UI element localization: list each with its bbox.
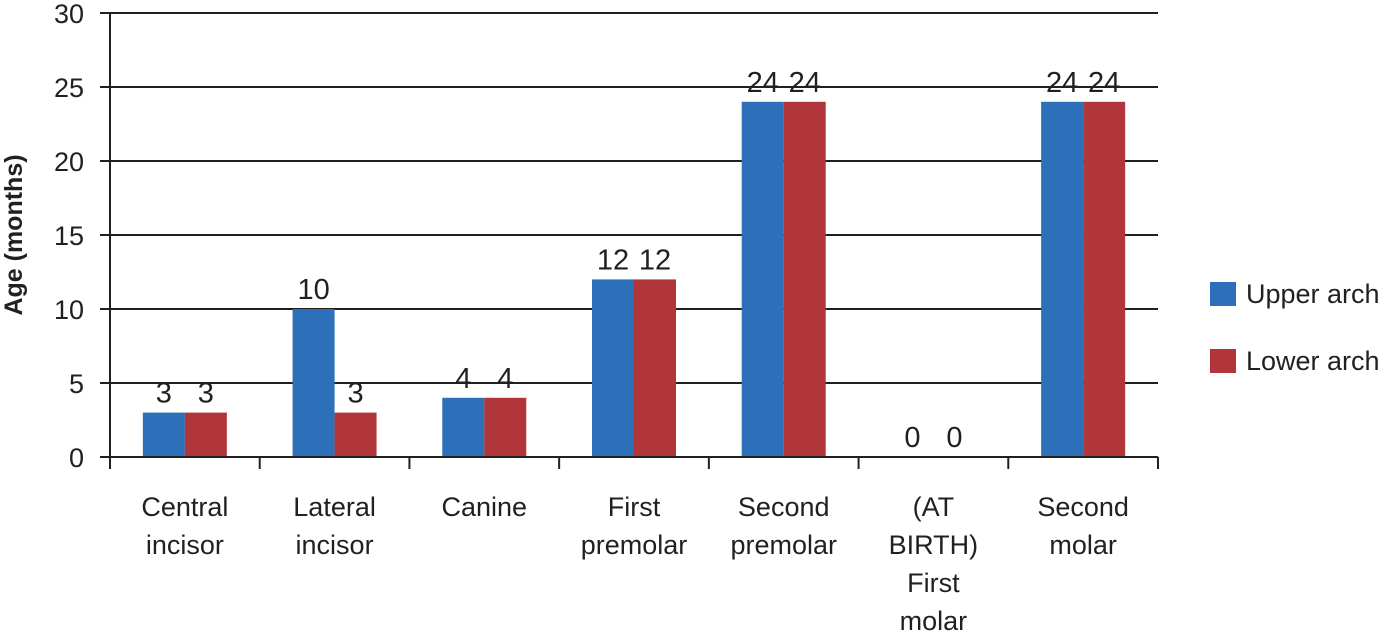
- data-label: 3: [348, 378, 364, 410]
- x-category-line: premolar: [581, 530, 688, 560]
- axes: [100, 12, 1159, 469]
- y-axis-title: Age (months): [0, 154, 28, 315]
- y-tick-label: 20: [54, 147, 84, 177]
- x-category-labels: Central incisor Lateral incisor Canine First p…: [141, 492, 1129, 632]
- data-label: 12: [597, 244, 629, 276]
- y-tick-label: 5: [69, 369, 84, 399]
- x-category-label: Central incisor: [141, 492, 228, 560]
- data-label: 4: [455, 363, 471, 395]
- x-category-line: molar: [900, 606, 968, 632]
- x-category-line: (AT: [913, 492, 955, 522]
- x-category-label: Canine: [442, 492, 528, 522]
- data-label: 24: [1046, 67, 1078, 99]
- bar-upper-arch: [292, 309, 335, 457]
- bar-upper-arch: [142, 412, 185, 457]
- data-label: 24: [1088, 67, 1120, 99]
- data-label: 3: [198, 378, 214, 410]
- y-tick-labels: 0 5 10 15 20 25 30: [54, 0, 84, 473]
- bar-upper-arch: [592, 279, 634, 457]
- bar-lower-arch: [783, 101, 826, 458]
- legend-label: Upper arch: [1246, 279, 1380, 309]
- legend-swatch: [1210, 282, 1236, 306]
- data-label: 24: [789, 67, 821, 99]
- x-category-line: incisor: [146, 530, 224, 560]
- y-tick-label: 15: [54, 221, 84, 251]
- data-label: 4: [497, 363, 513, 395]
- x-category-label: Second premolar: [730, 492, 837, 560]
- bar-lower-arch: [634, 279, 676, 457]
- x-category-line: molar: [1049, 530, 1117, 560]
- bar-lower-arch: [334, 412, 377, 457]
- x-category-line: BIRTH): [889, 530, 979, 560]
- data-label: 24: [747, 67, 779, 99]
- bar-upper-arch: [442, 397, 485, 457]
- x-category-label: Second molar: [1037, 492, 1129, 560]
- legend-label: Lower arch: [1246, 346, 1380, 376]
- x-category-line: First: [907, 568, 960, 598]
- x-category-line: First: [608, 492, 661, 522]
- data-label: 3: [156, 378, 172, 410]
- legend: Upper arch Lower arch: [1210, 279, 1380, 376]
- bar-upper-arch: [741, 101, 784, 458]
- y-tick-label: 25: [54, 73, 84, 103]
- legend-swatch: [1210, 349, 1236, 373]
- bar-upper-arch: [1041, 101, 1084, 458]
- x-category-line: Canine: [442, 492, 528, 522]
- gridlines: [110, 12, 1158, 384]
- bar-lower-arch: [1083, 101, 1126, 458]
- data-label: 0: [904, 422, 920, 454]
- y-tick-label: 10: [54, 295, 84, 325]
- x-category-label: (AT BIRTH) First molar: [889, 492, 979, 632]
- data-label: 12: [639, 244, 671, 276]
- bar-lower-arch: [484, 397, 527, 457]
- x-category-line: Central: [141, 492, 228, 522]
- x-category-line: premolar: [730, 530, 837, 560]
- x-category-line: Second: [1037, 492, 1129, 522]
- y-tick-label: 30: [54, 0, 84, 29]
- x-category-line: incisor: [296, 530, 374, 560]
- x-category-line: Lateral: [293, 492, 376, 522]
- x-category-label: Lateral incisor: [293, 492, 376, 560]
- data-label: 10: [297, 274, 329, 306]
- x-category-line: Second: [738, 492, 830, 522]
- y-tick-label: 0: [69, 443, 84, 473]
- bars: [142, 101, 1126, 458]
- bar-lower-arch: [184, 412, 227, 457]
- x-category-label: First premolar: [581, 492, 688, 560]
- data-label: 0: [946, 422, 962, 454]
